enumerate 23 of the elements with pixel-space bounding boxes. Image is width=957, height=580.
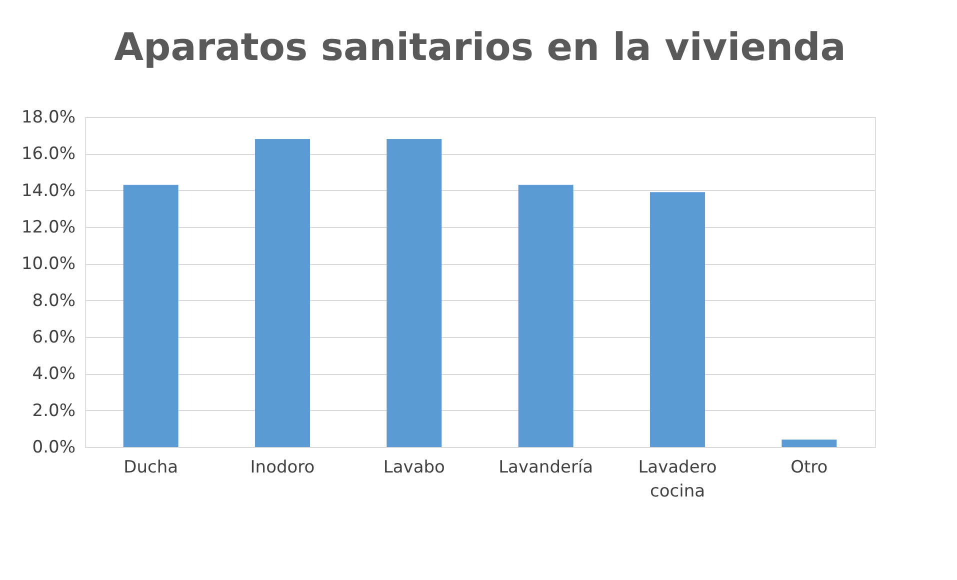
- y-tick-label: 16.0%: [21, 144, 76, 164]
- x-tick-label: Inodoro: [250, 458, 315, 478]
- bar: [782, 440, 837, 447]
- y-tick-label: 2.0%: [32, 400, 76, 421]
- y-tick-label: 12.0%: [21, 218, 76, 238]
- bar: [650, 192, 705, 447]
- y-tick-label: 6.0%: [32, 328, 76, 348]
- x-tick-label: Lavadero cocina: [638, 458, 717, 502]
- bar: [386, 139, 442, 447]
- bar: [518, 184, 574, 447]
- y-tick-label: 4.0%: [32, 364, 76, 384]
- x-tick-label: Lavabo: [383, 458, 445, 478]
- chart-title: Aparatos sanitarios en la vivienda: [114, 25, 846, 69]
- bar: [123, 184, 178, 447]
- y-tick-label: 18.0%: [21, 108, 76, 128]
- y-tick-label: 14.0%: [21, 180, 76, 201]
- x-tick-label: Otro: [790, 458, 828, 478]
- y-tick-label: 10.0%: [21, 254, 76, 274]
- x-tick-label: Ducha: [124, 458, 178, 478]
- bar: [255, 139, 310, 447]
- y-tick-label: 0.0%: [32, 438, 76, 458]
- x-tick-label: Lavandería: [498, 458, 594, 478]
- y-tick-label: 8.0%: [32, 290, 76, 311]
